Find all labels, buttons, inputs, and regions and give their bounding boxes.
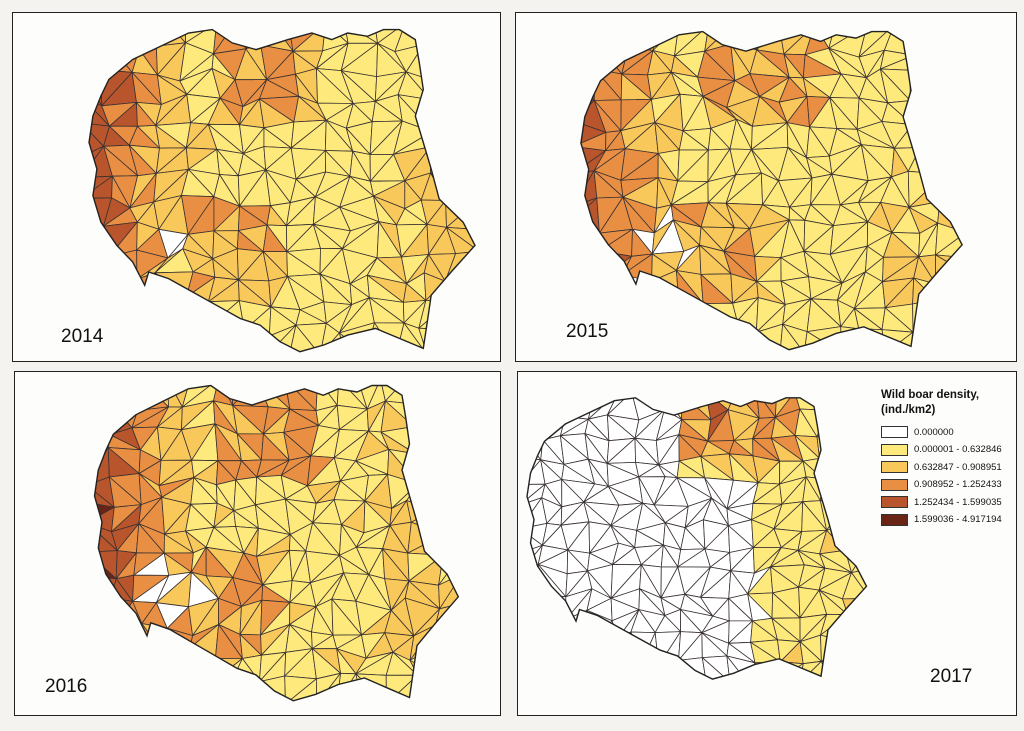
legend-title: Wild boar density, (ind./km2) <box>881 389 980 416</box>
district <box>94 576 117 599</box>
year-label-2015: 2015 <box>566 321 609 342</box>
district <box>730 31 758 51</box>
country-border <box>580 30 963 351</box>
map-panel-2017: 2017 Wild boar density, (ind./km2) 0.000… <box>517 371 1017 716</box>
density-map-2015 <box>580 30 963 351</box>
district <box>430 146 457 181</box>
district <box>701 657 731 680</box>
districts-2016 <box>94 385 459 701</box>
legend-item: 0.632847 - 0.908951 <box>881 459 1007 475</box>
districts-2015 <box>580 31 963 350</box>
districts-2014 <box>89 29 475 352</box>
district <box>407 521 444 554</box>
district <box>94 424 109 452</box>
density-map-2016 <box>93 384 460 702</box>
district <box>816 436 848 459</box>
districts-2017 <box>527 397 867 680</box>
legend-swatch <box>881 426 908 438</box>
density-map-2017 <box>526 397 868 680</box>
district <box>94 550 118 580</box>
legend-swatch <box>881 461 908 473</box>
district <box>563 609 597 642</box>
district <box>94 424 111 448</box>
legend-label: 0.000000 <box>914 426 954 438</box>
district <box>826 409 848 439</box>
legend-swatch <box>881 496 908 508</box>
district <box>794 397 828 411</box>
district <box>820 660 852 680</box>
legend-item: 0.000001 - 0.632846 <box>881 442 1007 458</box>
district <box>580 197 600 234</box>
year-label-2017: 2017 <box>930 666 973 687</box>
district <box>134 278 167 307</box>
map-panel-2014: 2014 <box>12 12 501 362</box>
district <box>111 597 133 635</box>
district <box>911 331 945 350</box>
district <box>245 29 273 50</box>
district <box>426 329 459 352</box>
district <box>822 478 847 507</box>
district <box>819 478 844 507</box>
legend-item: 1.599036 - 4.917194 <box>881 512 1007 528</box>
legend-item: 1.252434 - 1.599035 <box>881 494 1007 510</box>
district <box>851 542 867 574</box>
district <box>580 69 595 101</box>
district <box>430 146 457 181</box>
legend-label: 0.000001 - 0.632846 <box>914 444 1002 455</box>
district <box>527 563 539 597</box>
district <box>829 662 852 680</box>
map-panel-2016: 2016 <box>14 371 501 716</box>
district <box>527 432 544 461</box>
legend-item: 0.000000 <box>881 424 1007 440</box>
district <box>406 500 435 523</box>
district <box>527 563 543 597</box>
district <box>541 594 567 620</box>
district <box>232 385 269 408</box>
year-label-2014: 2014 <box>61 326 104 347</box>
district <box>100 43 133 73</box>
district <box>754 661 781 680</box>
district <box>678 657 707 680</box>
density-map-2014 <box>88 28 476 353</box>
year-label-2016: 2016 <box>45 676 88 697</box>
district <box>912 324 945 350</box>
district <box>111 623 143 659</box>
legend: Wild boar density, (ind./km2) 0.000000 0… <box>881 388 1007 529</box>
district <box>779 323 805 350</box>
country-border <box>88 28 476 353</box>
district <box>155 29 186 47</box>
district <box>919 147 946 175</box>
district <box>819 437 848 464</box>
legend-label: 1.252434 - 1.599035 <box>914 496 1002 508</box>
legend-item: 0.908952 - 1.252433 <box>881 477 1007 493</box>
legend-swatch <box>881 513 908 526</box>
country-border <box>93 384 460 702</box>
district <box>858 328 886 350</box>
district <box>580 68 596 101</box>
district <box>730 31 750 45</box>
map-panel-2015: 2015 <box>515 12 1017 362</box>
legend-swatch <box>881 478 908 491</box>
district <box>702 302 738 322</box>
country-border <box>526 397 868 680</box>
district <box>606 637 643 663</box>
legend-label: 1.599036 - 4.917194 <box>914 514 1002 525</box>
legend-label: 0.632847 - 0.908951 <box>914 461 1002 473</box>
district <box>594 54 623 75</box>
district <box>417 482 443 511</box>
district <box>596 255 632 282</box>
legend-label: 0.908952 - 1.252433 <box>914 479 1002 490</box>
district <box>108 249 138 280</box>
district <box>106 633 131 659</box>
legend-swatch <box>881 443 908 456</box>
district <box>94 576 112 608</box>
district <box>541 594 567 621</box>
district <box>618 31 659 48</box>
district <box>756 31 785 55</box>
district <box>772 661 804 680</box>
district <box>841 328 866 350</box>
district <box>816 409 848 439</box>
district <box>842 598 867 616</box>
